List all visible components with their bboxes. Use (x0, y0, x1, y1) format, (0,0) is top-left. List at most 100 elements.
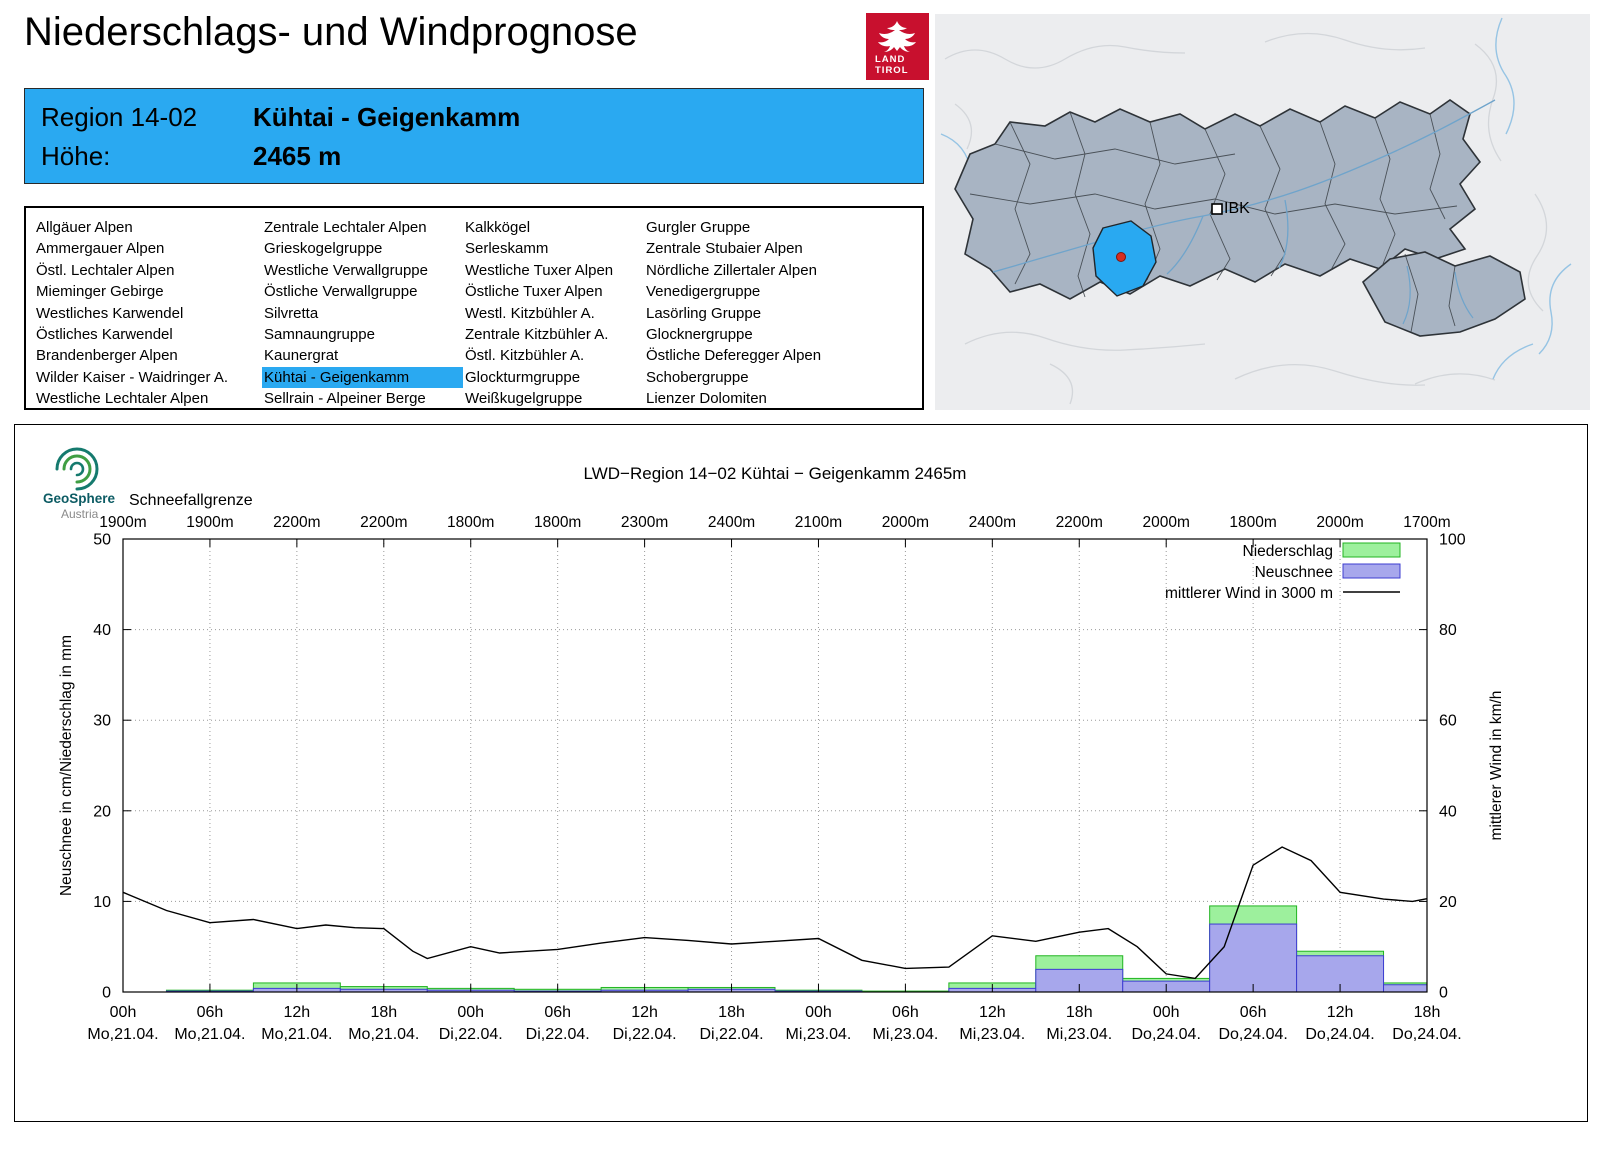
region-east-tirol[interactable] (1361, 251, 1526, 337)
region-list-column: Zentrale Lechtaler Alpen Grieskogelgruppe… (262, 217, 463, 408)
region-list-item[interactable]: Weißkugelgruppe (465, 390, 583, 408)
snow-bar (1209, 923, 1298, 993)
region-list-column: Gurgler Gruppe Zentrale Stubaier Alpen Nör… (644, 217, 922, 408)
region-list-item[interactable]: Zentrale Stubaier Alpen (646, 240, 803, 258)
land-tirol-logo: LAND TIROL (866, 13, 929, 80)
x-tick-date: Do,24.04. (1218, 1026, 1287, 1043)
wind-line (122, 846, 1428, 980)
region-list-item[interactable]: Serleskamm (465, 240, 549, 258)
region-list-item[interactable]: Samnaungruppe (264, 326, 375, 344)
region-list-item[interactable]: Glockturmgruppe (465, 368, 581, 386)
snowline-value: 2200m (273, 514, 320, 531)
x-tick-date: Mo,21.04. (261, 1026, 332, 1043)
region-list-item[interactable]: Brandenberger Alpen (36, 347, 178, 365)
tirol-map: IBK (935, 14, 1590, 410)
region-name: Kühtai - Geigenkamm (253, 102, 521, 132)
y-tick-right: 20 (1439, 894, 1457, 911)
tirol-eagle-icon (878, 21, 916, 52)
snowline-value: 2300m (621, 514, 668, 531)
terrain-texture (944, 32, 1548, 405)
forecast-chart-panel: GeoSphere Austria LWD−Region 14−02 Kühtai … (14, 424, 1588, 1122)
region-list-item[interactable]: Östl. Lechtaler Alpen (36, 261, 175, 279)
region-id: Region 14-02 (41, 102, 198, 132)
region-list-item[interactable]: Östliche Tuxer Alpen (465, 283, 603, 301)
region-list-item[interactable]: Nördliche Zillertaler Alpen (646, 261, 817, 279)
region-list-item[interactable]: Silvretta (264, 304, 319, 322)
east-tirol-outline[interactable] (1361, 251, 1526, 337)
region-list-item[interactable]: Lasörling Gruppe (646, 304, 762, 322)
y-tick-left: 40 (93, 622, 111, 639)
region-list-item[interactable]: Wilder Kaiser - Waidringer A. (36, 368, 228, 386)
y-axis-label-left: Neuschnee in cm/Niederschlag in mm (58, 635, 75, 896)
snowline-value: 2200m (360, 514, 407, 531)
region-list-item[interactable]: Westliche Verwallgruppe (264, 261, 428, 279)
x-tick-hour: 06h (1240, 1004, 1267, 1021)
legend-label: mittlerer Wind in 3000 m (1165, 585, 1333, 602)
x-tick-hour: 00h (1153, 1004, 1180, 1021)
region-list-item[interactable]: Westliche Lechtaler Alpen (36, 390, 209, 408)
region-list-item[interactable]: Östliche Verwallgruppe (264, 283, 418, 301)
region-list-item[interactable]: Zentrale Lechtaler Alpen (264, 219, 427, 236)
region-list-item[interactable]: Östliches Karwendel (36, 326, 173, 344)
region-list-item[interactable]: Kalkkögel (465, 219, 531, 236)
altitude-value: 2465 m (253, 141, 342, 171)
chart-grid (123, 539, 1427, 992)
region-list-item[interactable]: Schobergruppe (646, 368, 749, 386)
x-tick-hour: 06h (544, 1004, 571, 1021)
x-tick-date: Do,24.04. (1132, 1026, 1201, 1043)
region-list-item[interactable]: Westliche Tuxer Alpen (465, 261, 614, 279)
x-tick-date: Di,22.04. (700, 1026, 764, 1043)
region-list-item[interactable]: Östliche Deferegger Alpen (646, 347, 822, 365)
region-list-item[interactable]: Gurgler Gruppe (646, 219, 751, 236)
region-list-item[interactable]: Kaunergrat (264, 347, 339, 365)
plot-border (122, 538, 1428, 993)
y-tick-right: 100 (1439, 532, 1466, 549)
page-title: Niederschlags- und Windprognose (24, 10, 638, 54)
x-tick-date: Di,22.04. (613, 1026, 677, 1043)
logo-text-tirol: TIROL (875, 65, 909, 76)
x-tick-hour: 18h (1066, 1004, 1093, 1021)
snowline-value: 2000m (882, 514, 929, 531)
legend-label: Neuschnee (1255, 564, 1333, 581)
x-tick-hour: 06h (892, 1004, 919, 1021)
x-tick-hour: 12h (979, 1004, 1006, 1021)
x-tick-hour: 18h (718, 1004, 745, 1021)
region-list-item[interactable]: Glocknergruppe (646, 326, 753, 344)
altitude-label: Höhe: (41, 141, 111, 171)
x-tick-hour: 12h (631, 1004, 658, 1021)
region-list-item[interactable]: Westliches Karwendel (36, 304, 184, 322)
wind-polyline (122, 846, 1428, 980)
region-list-item[interactable]: Venedigergruppe (646, 283, 761, 301)
x-tick-date: Mo,21.04. (174, 1026, 245, 1043)
snowline-value: 1800m (447, 514, 494, 531)
region-list-item[interactable]: Grieskogelgruppe (264, 240, 383, 258)
snowline-value: 2100m (795, 514, 842, 531)
x-tick-date: Di,22.04. (439, 1026, 503, 1043)
chart-axes: 00h Mo,21.04. 06h Mo,21.04. 12h Mo,21.04. 18h M… (58, 532, 1505, 1044)
region-list-item[interactable]: Westl. Kitzbühler A. (465, 304, 595, 322)
ibk-square-icon (1211, 203, 1223, 215)
region-list-item[interactable]: Östl. Kitzbühler A. (465, 347, 585, 365)
ibk-label: IBK (1224, 200, 1250, 217)
x-tick-date: Do,24.04. (1392, 1026, 1461, 1043)
region-list-item[interactable]: Ammergauer Alpen (36, 240, 165, 258)
region-north-tirol[interactable] (954, 99, 1496, 300)
region-list-item[interactable]: Mieminger Gebirge (36, 283, 164, 301)
region-list-item[interactable]: Kühtai - Geigenkamm (262, 366, 463, 389)
chart-legend: Niederschlag Neuschnee mittlerer Wind in 3… (1165, 542, 1401, 602)
y-axis-label-right: mittlerer Wind in km/h (1488, 691, 1505, 841)
east-tirol-borders (1404, 253, 1456, 333)
region-list-item[interactable]: Lienzer Dolomiten (646, 390, 767, 408)
y-tick-left: 0 (102, 985, 111, 1002)
x-tick-hour: 18h (370, 1004, 397, 1021)
x-tick-date: Do,24.04. (1305, 1026, 1374, 1043)
region-list-item[interactable]: Allgäuer Alpen (36, 219, 133, 236)
region-list-item[interactable]: Sellrain - Alpeiner Berge (264, 390, 426, 408)
selected-region[interactable] (1092, 220, 1157, 297)
snowline-value: 2400m (969, 514, 1016, 531)
legend-swatch (1342, 542, 1401, 558)
selected-region-dot (1116, 252, 1126, 262)
ibk-marker: IBK (1211, 200, 1250, 217)
snowline-value: 1900m (99, 514, 146, 531)
region-list-item[interactable]: Zentrale Kitzbühler A. (465, 326, 609, 344)
